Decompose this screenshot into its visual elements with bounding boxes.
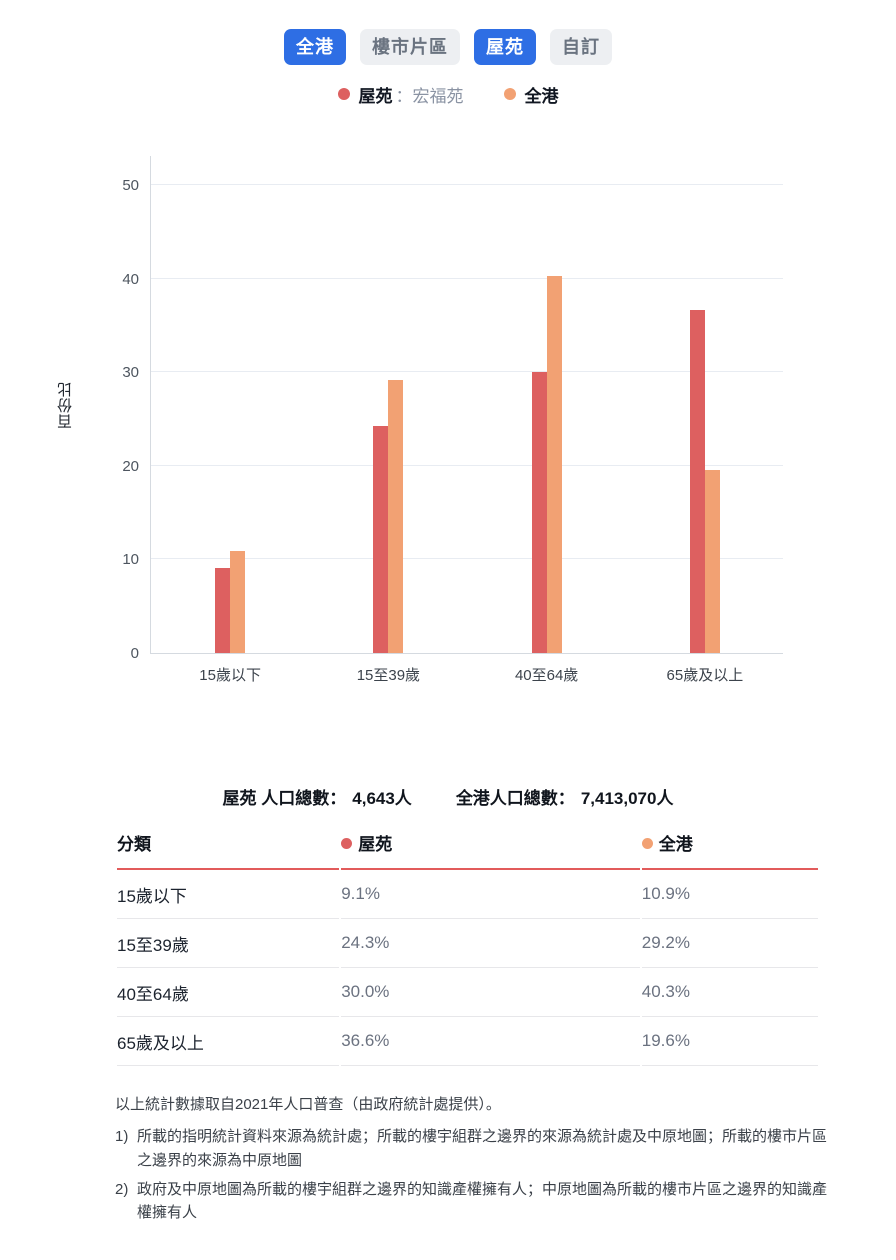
bar-chart: 百份比 0 10 20 30 40 50 15歲以下 15至39歲 40至64歲 65歲及以上 [57, 156, 783, 684]
row-category: 15歲以下 [117, 870, 340, 919]
y-tick-label: 50 [122, 176, 139, 194]
row-estate-value: 36.6% [341, 1017, 640, 1066]
scope-tabs: 全港 樓市片區 屋苑 自訂 [0, 0, 896, 65]
y-tick-label: 0 [130, 645, 139, 662]
bar-hk [546, 275, 562, 653]
legend-item-hk[interactable]: 全港 [503, 82, 559, 107]
row-estate-value: 9.1% [341, 870, 640, 919]
gridline [151, 464, 783, 466]
row-hk-value: 29.2% [641, 919, 818, 968]
legend-estate-label: 屋苑 [358, 86, 393, 106]
col-header-estate: 屋苑 [341, 830, 640, 870]
footnote-intro: 以上統計數據取自2021年人口普查（由政府統計處提供）。 [115, 1096, 501, 1113]
gridline [151, 277, 783, 279]
estate-series-dot [341, 838, 353, 849]
x-category-label: 40至64歲 [514, 667, 579, 684]
bar-hk [388, 379, 404, 653]
y-tick-label: 40 [122, 270, 139, 288]
chart-plot-area: 0 10 20 30 40 50 15歲以下 15至39歲 40至64歲 65歲及以上 [122, 156, 783, 684]
x-category-label: 15歲以下 [199, 667, 261, 684]
legend-estate-name: ：宏福苑 [395, 86, 464, 106]
row-category: 15至39歲 [117, 919, 340, 968]
footnotes: 以上統計數據取自2021年人口普查（由政府統計處提供）。 1) 所載的指明統計資… [115, 1093, 827, 1224]
gridline [151, 371, 783, 373]
bar-estate [215, 567, 231, 653]
y-axis-title: 百份比 [57, 381, 74, 429]
row-estate-value: 24.3% [341, 919, 640, 968]
x-category-label: 65歲及以上 [666, 667, 744, 684]
table-row: 40至64歲 30.0% 40.3% [117, 968, 818, 1017]
table-row: 15至39歲 24.3% 29.2% [117, 919, 818, 968]
table-row: 15歲以下 9.1% 10.9% [117, 870, 818, 919]
y-tick-label: 10 [122, 551, 139, 569]
tab-custom[interactable]: 自訂 [550, 29, 612, 65]
row-estate-value: 30.0% [341, 968, 640, 1017]
footnote-1: 1) 所載的指明統計資料來源為統計處；所載的樓宇組群之邊界的來源為統計處及中原地… [115, 1128, 828, 1169]
tab-market-district[interactable]: 樓市片區 [360, 29, 460, 65]
age-distribution-table: 分類 屋苑 全港 15歲以下 9.1% 10.9% 15至39歲 24.3% 29.2% 4… [115, 830, 820, 1066]
legend-item-estate[interactable]: 屋苑 ：宏福苑 [337, 82, 464, 107]
table-header-row: 分類 屋苑 全港 [117, 830, 818, 870]
row-hk-value: 19.6% [641, 1017, 818, 1066]
bar-estate [531, 372, 547, 653]
tab-estate[interactable]: 屋苑 [474, 29, 536, 65]
bar-hk [704, 469, 720, 653]
y-tick-label: 20 [122, 457, 139, 475]
population-totals: 屋苑 人口總數： 4,643人 全港人口總數： 7,413,070人 [96, 784, 801, 809]
footnote-2: 2) 政府及中原地圖為所載的樓宇組群之邊界的知識產權擁有人；中原地圖為所載的樓市… [115, 1180, 828, 1221]
chart-legend: 屋苑 ：宏福苑 全港 [0, 82, 896, 106]
estate-total: 屋苑 人口總數： 4,643人 [222, 789, 412, 808]
bar-estate [689, 310, 705, 653]
bar-hk [230, 550, 246, 653]
row-category: 40至64歲 [117, 968, 340, 1017]
row-hk-value: 40.3% [641, 968, 818, 1017]
hk-series-dot [641, 838, 653, 849]
gridline [151, 183, 783, 185]
bar-estate [373, 425, 389, 653]
legend-hk-label: 全港 [524, 86, 559, 106]
y-tick-label: 30 [122, 364, 139, 382]
hk-total: 全港人口總數： 7,413,070人 [455, 789, 674, 808]
col-header-category: 分類 [117, 830, 340, 870]
row-category: 65歲及以上 [117, 1017, 340, 1066]
table-row: 65歲及以上 36.6% 19.6% [117, 1017, 818, 1066]
col-header-hk: 全港 [641, 830, 818, 870]
hk-series-dot [503, 88, 516, 100]
gridline [151, 558, 783, 560]
estate-series-dot [337, 88, 350, 100]
tab-all-hk[interactable]: 全港 [284, 29, 346, 65]
row-hk-value: 10.9% [641, 870, 818, 919]
x-category-label: 15至39歲 [356, 667, 421, 684]
